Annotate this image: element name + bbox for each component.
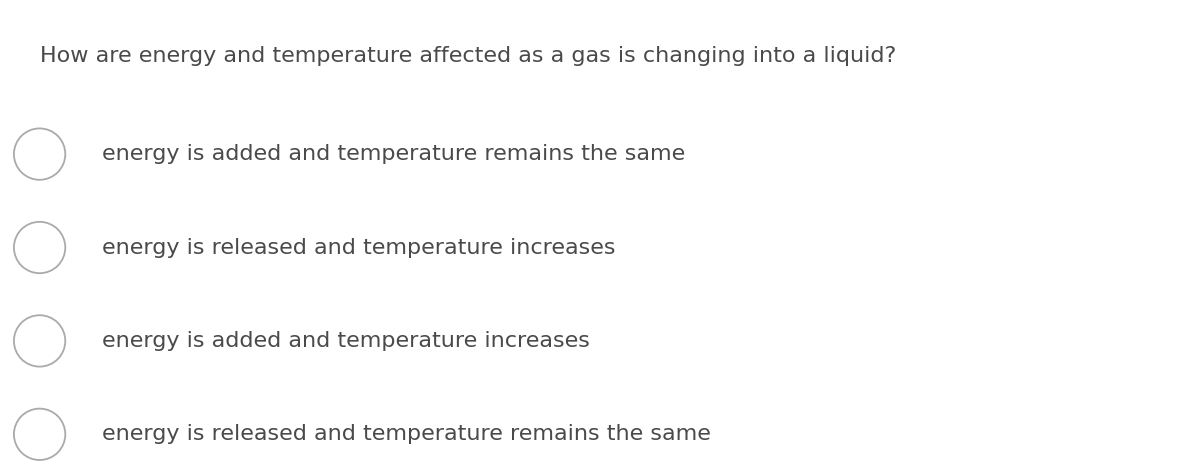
Text: energy is added and temperature remains the same: energy is added and temperature remains … — [102, 144, 685, 164]
Text: energy is added and temperature increases: energy is added and temperature increase… — [102, 331, 590, 351]
Text: energy is released and temperature remains the same: energy is released and temperature remai… — [102, 425, 710, 444]
Ellipse shape — [14, 222, 65, 273]
Text: energy is released and temperature increases: energy is released and temperature incre… — [102, 238, 616, 257]
Ellipse shape — [14, 128, 65, 180]
Text: How are energy and temperature affected as a gas is changing into a liquid?: How are energy and temperature affected … — [40, 46, 896, 66]
Ellipse shape — [14, 409, 65, 460]
Ellipse shape — [14, 315, 65, 367]
